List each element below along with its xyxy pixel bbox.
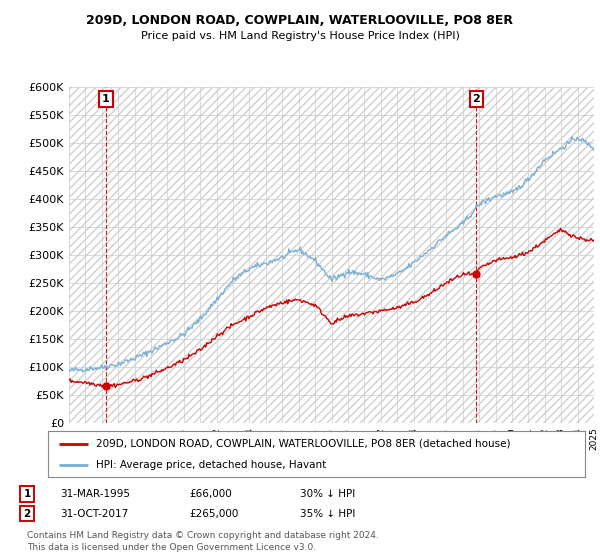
Text: 1: 1 bbox=[23, 489, 31, 499]
Text: 2: 2 bbox=[23, 508, 31, 519]
Text: 1: 1 bbox=[102, 94, 110, 104]
Text: 30% ↓ HPI: 30% ↓ HPI bbox=[300, 489, 355, 499]
Text: 209D, LONDON ROAD, COWPLAIN, WATERLOOVILLE, PO8 8ER: 209D, LONDON ROAD, COWPLAIN, WATERLOOVIL… bbox=[86, 14, 514, 27]
Text: 31-OCT-2017: 31-OCT-2017 bbox=[60, 508, 128, 519]
Text: 35% ↓ HPI: 35% ↓ HPI bbox=[300, 508, 355, 519]
Text: 209D, LONDON ROAD, COWPLAIN, WATERLOOVILLE, PO8 8ER (detached house): 209D, LONDON ROAD, COWPLAIN, WATERLOOVIL… bbox=[97, 438, 511, 449]
Text: HPI: Average price, detached house, Havant: HPI: Average price, detached house, Hava… bbox=[97, 460, 326, 470]
Text: £265,000: £265,000 bbox=[189, 508, 238, 519]
Text: Contains HM Land Registry data © Crown copyright and database right 2024.
This d: Contains HM Land Registry data © Crown c… bbox=[27, 531, 379, 552]
Text: £66,000: £66,000 bbox=[189, 489, 232, 499]
Text: Price paid vs. HM Land Registry's House Price Index (HPI): Price paid vs. HM Land Registry's House … bbox=[140, 31, 460, 41]
Text: 31-MAR-1995: 31-MAR-1995 bbox=[60, 489, 130, 499]
Text: 2: 2 bbox=[472, 94, 480, 104]
